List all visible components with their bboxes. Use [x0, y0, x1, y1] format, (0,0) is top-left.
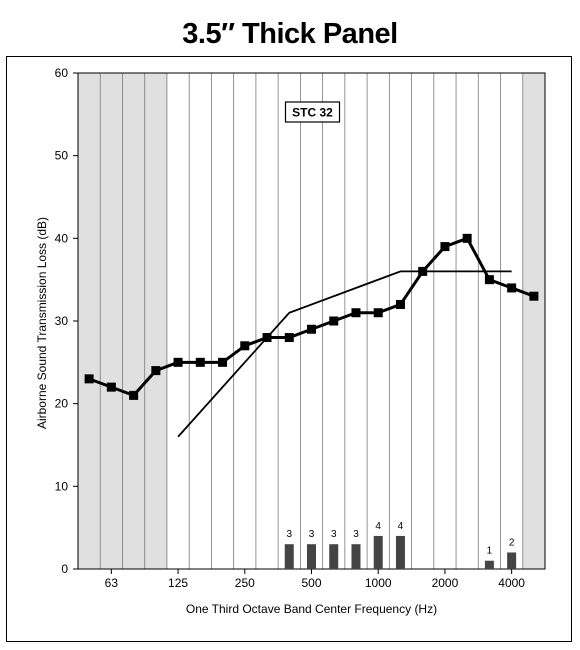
- deficiency-label: 1: [487, 546, 493, 557]
- data-point: [373, 308, 383, 318]
- data-point: [129, 390, 139, 400]
- x-tick-label: 63: [105, 576, 119, 590]
- deficiency-label: 3: [353, 529, 359, 540]
- deficiency-label: 2: [509, 537, 515, 548]
- deficiency-bars: 3 3 3 3 4 4 1 2: [284, 521, 517, 569]
- deficiency-label: 4: [398, 521, 404, 532]
- data-point: [507, 283, 517, 293]
- grid-lines: [99, 73, 524, 569]
- y-tick-label: 0: [61, 562, 68, 576]
- data-point: [240, 341, 250, 351]
- measured-series: [84, 233, 539, 400]
- deficiency-bar: [307, 544, 316, 569]
- deficiency-bar: [284, 544, 294, 569]
- data-point: [462, 233, 472, 243]
- stc-annotation-group: STC 32: [284, 101, 341, 123]
- deficiency-bar: [329, 544, 339, 569]
- deficiency-label: 4: [375, 521, 381, 532]
- data-point: [151, 366, 161, 376]
- data-point: [84, 374, 94, 384]
- stc-box: [284, 101, 341, 123]
- data-point: [484, 275, 494, 285]
- x-axis-label: One Third Octave Band Center Frequency (…: [186, 602, 437, 616]
- x-tick-label: 2000: [432, 576, 459, 590]
- data-point: [218, 357, 228, 367]
- y-tick-label: 30: [55, 314, 69, 328]
- y-axis-ticks: 0 10 20 30 40 50 60: [55, 66, 78, 576]
- deficiency-label: 3: [331, 529, 337, 540]
- data-point: [329, 316, 339, 326]
- y-tick-label: 50: [55, 149, 69, 163]
- deficiency-bar: [395, 535, 405, 569]
- y-tick-label: 60: [55, 66, 69, 80]
- data-point: [351, 308, 361, 318]
- y-tick-label: 20: [55, 397, 69, 411]
- deficiency-label: 3: [309, 529, 315, 540]
- data-point: [440, 242, 450, 252]
- data-point: [395, 299, 405, 309]
- deficiency-bar: [507, 552, 517, 569]
- chart-title: 3.5″ Thick Panel: [182, 18, 398, 50]
- x-axis-ticks: 63 125 250 500 1000 2000 4000: [105, 569, 525, 590]
- reference-contour-line: [177, 270, 512, 438]
- y-tick-label: 40: [55, 231, 69, 245]
- chart-frame: [6, 56, 572, 642]
- deficiency-bar: [351, 544, 361, 569]
- x-tick-label: 250: [235, 576, 255, 590]
- data-point: [529, 291, 539, 301]
- data-point: [418, 266, 428, 276]
- data-point: [106, 382, 116, 392]
- shade-region-high: [522, 73, 545, 569]
- data-point: [195, 357, 205, 367]
- y-tick-label: 10: [55, 479, 69, 493]
- data-point: [307, 324, 316, 334]
- reference-contour: [177, 270, 512, 438]
- data-point: [284, 333, 294, 343]
- deficiency-bar: [484, 560, 494, 569]
- data-point: [262, 333, 272, 343]
- data-point: [173, 357, 183, 367]
- x-tick-label: 1000: [365, 576, 392, 590]
- shaded-regions: [78, 73, 545, 569]
- x-tick-label: 4000: [498, 576, 525, 590]
- deficiency-bar: [373, 535, 383, 569]
- y-axis-label: Airborne Sound Transmission Loss (dB): [35, 217, 49, 429]
- x-tick-label: 500: [301, 576, 321, 590]
- stc-annotation: STC 32: [292, 106, 333, 120]
- x-tick-label: 125: [168, 576, 188, 590]
- deficiency-label: 3: [286, 529, 292, 540]
